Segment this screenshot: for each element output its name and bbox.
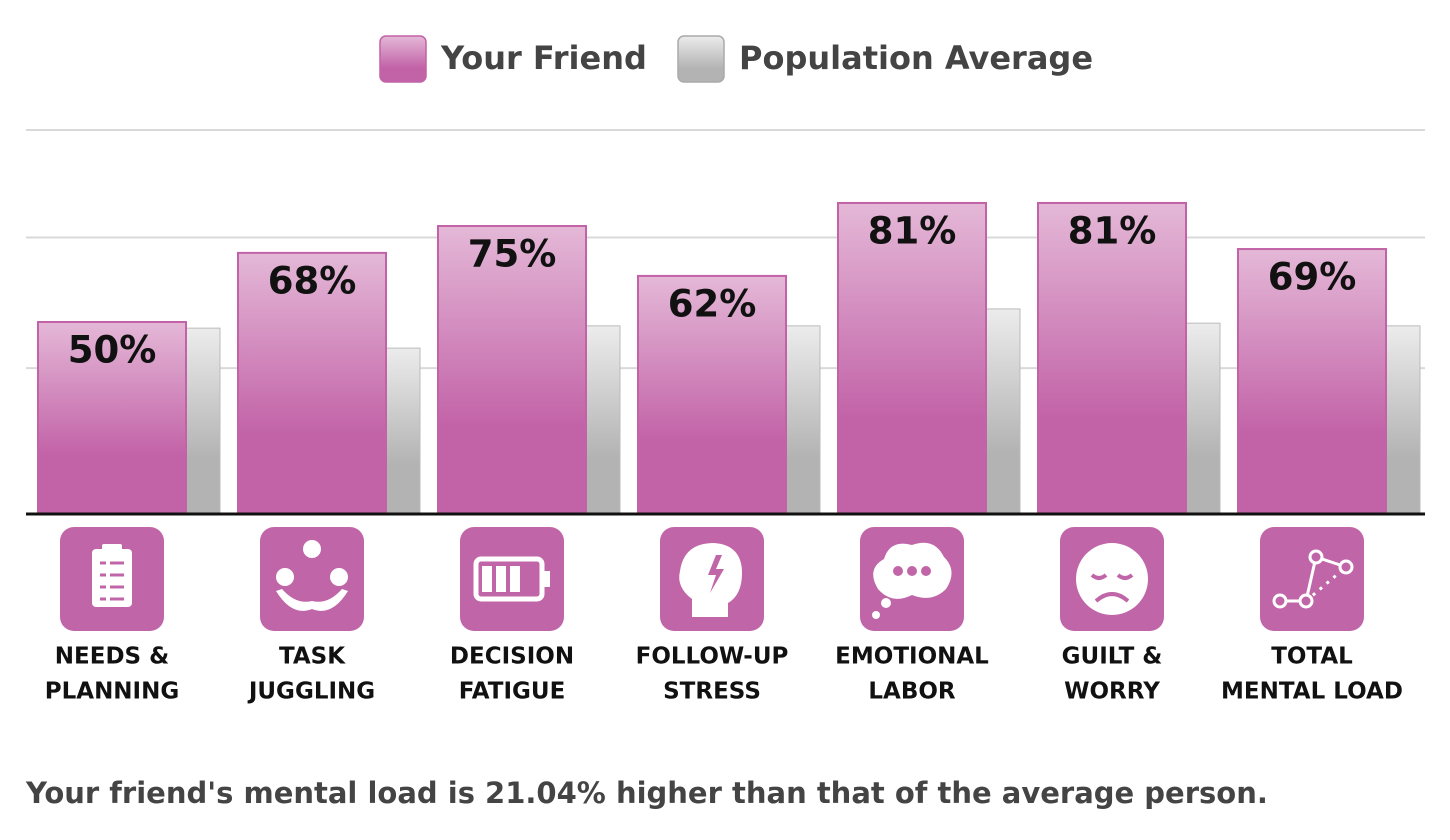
value-label: 68%	[268, 259, 357, 302]
icon-glyph	[1272, 549, 1354, 609]
x-tick-label: DECISION	[450, 644, 574, 670]
footnote: Your friend's mental load is 21.04% high…	[25, 776, 1268, 810]
value-label: 50%	[68, 329, 157, 372]
x-tick-label: NEEDS &	[55, 644, 169, 670]
x-tick-label: LABOR	[868, 679, 956, 705]
x-tick-label: FOLLOW-UP	[636, 644, 789, 670]
value-label: 62%	[668, 282, 757, 325]
bar-friend	[437, 225, 587, 515]
icon-glyph	[1076, 543, 1148, 615]
icon-glyph	[276, 540, 348, 611]
bar-friend	[637, 274, 787, 516]
legend-swatch	[379, 35, 427, 83]
icon-glyph	[473, 556, 550, 602]
bar-friend	[1237, 248, 1387, 515]
x-tick-label: TOTAL	[1271, 644, 1353, 670]
bar-friend	[837, 201, 987, 516]
bar-friend	[237, 251, 387, 515]
x-tick-label: EMOTIONAL	[835, 644, 989, 670]
icon-glyph	[679, 543, 742, 617]
value-label: 81%	[1068, 209, 1157, 252]
x-tick-label: TASK	[279, 644, 346, 670]
bar-friend	[37, 321, 187, 515]
icon-glyph	[92, 544, 132, 607]
x-tick-label: PLANNING	[45, 679, 180, 705]
value-label: 81%	[868, 209, 957, 252]
legend-label: Population Average	[739, 39, 1093, 77]
legend-swatch	[677, 35, 725, 83]
x-tick-label: JUGGLING	[247, 679, 375, 705]
x-tick-label: FATIGUE	[459, 679, 566, 705]
icon-glyph	[872, 542, 952, 619]
x-tick-label: WORRY	[1064, 679, 1160, 705]
legend-label: Your Friend	[440, 39, 647, 77]
x-tick-label: GUILT &	[1062, 644, 1163, 670]
x-tick-label: STRESS	[663, 679, 761, 705]
bar-friend	[1037, 201, 1187, 516]
value-label: 75%	[468, 233, 557, 276]
category-icon	[260, 527, 364, 631]
value-label: 69%	[1268, 256, 1357, 299]
x-tick-label: MENTAL LOAD	[1221, 679, 1403, 705]
